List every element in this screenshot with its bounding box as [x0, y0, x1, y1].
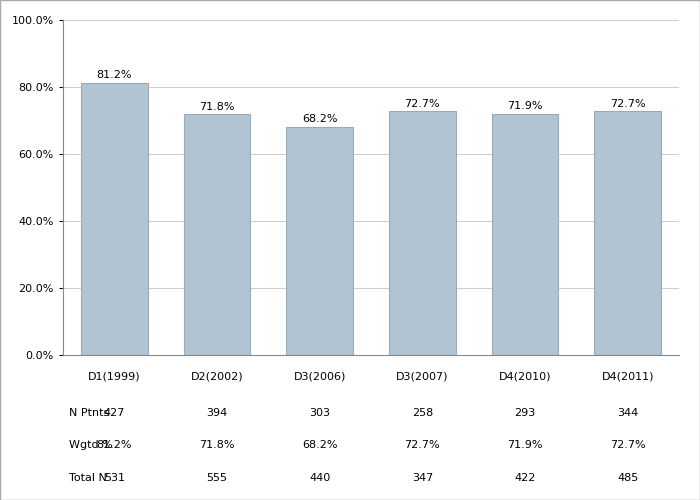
- Text: Total N: Total N: [69, 473, 107, 483]
- Text: 394: 394: [206, 408, 228, 418]
- Text: 71.9%: 71.9%: [508, 440, 542, 450]
- Text: Wgtd %: Wgtd %: [69, 440, 113, 450]
- Text: D4(2010): D4(2010): [498, 372, 552, 382]
- Text: 68.2%: 68.2%: [302, 440, 337, 450]
- Text: 71.8%: 71.8%: [199, 440, 234, 450]
- Text: 422: 422: [514, 473, 536, 483]
- Text: N Ptnts: N Ptnts: [69, 408, 109, 418]
- Text: 347: 347: [412, 473, 433, 483]
- Text: D3(2006): D3(2006): [293, 372, 346, 382]
- Text: 531: 531: [104, 473, 125, 483]
- Text: 71.9%: 71.9%: [508, 102, 542, 112]
- Text: 68.2%: 68.2%: [302, 114, 337, 124]
- Bar: [389, 112, 456, 355]
- Text: 303: 303: [309, 408, 330, 418]
- Text: D3(2007): D3(2007): [396, 372, 449, 382]
- Text: 72.7%: 72.7%: [610, 99, 645, 109]
- Text: 485: 485: [617, 473, 638, 483]
- Text: 71.8%: 71.8%: [199, 102, 234, 112]
- Bar: [286, 126, 353, 355]
- Text: D1(1999): D1(1999): [88, 372, 141, 382]
- Bar: [491, 114, 559, 355]
- Text: D4(2011): D4(2011): [601, 372, 654, 382]
- Text: 555: 555: [206, 473, 228, 483]
- Bar: [594, 112, 661, 355]
- Bar: [183, 114, 251, 355]
- Bar: [81, 83, 148, 355]
- Text: 258: 258: [412, 408, 433, 418]
- Text: 344: 344: [617, 408, 638, 418]
- Text: 440: 440: [309, 473, 330, 483]
- Text: D2(2002): D2(2002): [190, 372, 244, 382]
- Text: 72.7%: 72.7%: [405, 440, 440, 450]
- Text: 81.2%: 81.2%: [97, 70, 132, 81]
- Text: 72.7%: 72.7%: [610, 440, 645, 450]
- Text: 81.2%: 81.2%: [97, 440, 132, 450]
- Text: 427: 427: [104, 408, 125, 418]
- Text: 293: 293: [514, 408, 536, 418]
- Text: 72.7%: 72.7%: [405, 99, 440, 109]
